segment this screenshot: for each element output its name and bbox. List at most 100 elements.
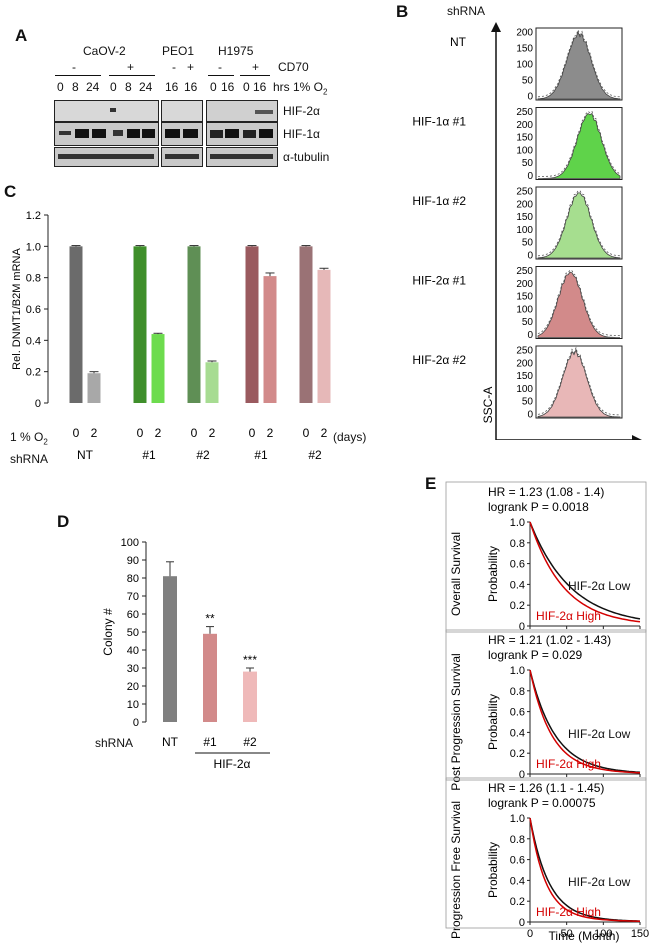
e-y-tick-label: 0 — [519, 769, 525, 781]
e-y-tick-label: 0.6 — [510, 855, 525, 867]
d-category-label: NT — [162, 735, 179, 749]
flow-tick-label: 100 — [516, 384, 533, 395]
time-label: 0 — [243, 80, 250, 94]
c-bar — [299, 246, 313, 403]
time-label: 16 — [184, 80, 198, 94]
e-y-tick-label: 0.6 — [510, 707, 525, 719]
flow-row-label: HIF-1α #1 — [412, 115, 466, 129]
flow-row-label: HIF-2α #2 — [412, 353, 466, 367]
flow-histogram-outline — [537, 269, 620, 336]
c-bar — [87, 373, 101, 403]
flow-tick-label: 150 — [516, 292, 533, 303]
panel-e-km-plots: HR = 1.23 (1.08 - 1.4)logrank P = 0.0018… — [445, 481, 649, 943]
flow-row-label: HIF-1α #2 — [412, 194, 466, 208]
c-group-label: NT — [77, 448, 94, 460]
d-significance: ** — [205, 612, 215, 626]
e-y-tick-label: 0.8 — [510, 834, 525, 846]
time-label: 0 — [110, 80, 117, 94]
blot-caov2-hif1 — [54, 122, 159, 146]
flow-row-label: HIF-2α #1 — [412, 274, 466, 288]
flow-tick-label: 0 — [527, 92, 533, 103]
c-group-label: #2 — [308, 448, 322, 460]
e-p-text: logrank P = 0.029 — [488, 648, 583, 662]
d-y-tick-label: 80 — [127, 573, 139, 585]
blot-band — [142, 129, 155, 138]
flow-tick-label: 150 — [516, 371, 533, 382]
panel-d-chart: 0 10 20 30 40 50 60 70 80 90 100 Colony # NT ** #1 *** #… — [101, 537, 270, 771]
flow-tick-label: 0 — [527, 330, 533, 341]
e-y-tick-label: 0.4 — [510, 579, 525, 591]
cd70-sign: - — [172, 60, 176, 74]
c-y-tick-label: 0.8 — [26, 273, 41, 285]
d-significance: *** — [243, 653, 257, 667]
underline — [55, 75, 101, 76]
flow-tick-label: 0 — [527, 171, 533, 182]
c-day-label: 2 — [321, 426, 328, 440]
e-y-tick-label: 0.8 — [510, 686, 525, 698]
blot-caov2-hif2 — [54, 100, 159, 122]
e-x-axis-label: Time (Month) — [549, 929, 620, 943]
blot-label-tubulin: α-tubulin — [283, 150, 330, 164]
c-day-label: 0 — [191, 426, 198, 440]
blot-peo1-hif2 — [161, 100, 203, 122]
e-y-tick-label: 0.8 — [510, 538, 525, 550]
e-x-tick-label: 150 — [631, 928, 649, 940]
flow-histogram-outline — [537, 346, 620, 416]
d-y-tick-label: 20 — [127, 681, 139, 693]
flow-cytometry-panel: SSC-ACD70NT200150100500HIF-1α #125020015… — [412, 22, 642, 440]
c-y-tick-label: 0.2 — [26, 367, 41, 379]
e-curve-low — [529, 521, 641, 620]
blot-peo1-tubulin — [161, 147, 203, 167]
e-y-axis-label: Probability — [486, 842, 500, 898]
cd70-sign: - — [72, 60, 76, 74]
d-y-tick-label: 50 — [127, 627, 139, 639]
e-high-label: HIF-2α High — [536, 609, 601, 623]
flow-histogram — [538, 112, 621, 179]
blot-h1975-tubulin — [206, 147, 278, 167]
flow-histogram — [537, 30, 621, 100]
blot-band — [210, 154, 273, 159]
flow-tick-label: 200 — [516, 199, 533, 210]
flow-tick-label: 150 — [516, 212, 533, 223]
blot-band — [165, 129, 180, 138]
d-y-tick-label: 0 — [133, 717, 139, 729]
blot-band — [210, 130, 223, 138]
ssc-axis-arrow — [491, 22, 501, 32]
d-y-tick-label: 40 — [127, 645, 139, 657]
e-plot-frame — [445, 777, 647, 929]
blot-label-hif1: HIF-1α — [283, 127, 320, 141]
underline — [240, 75, 270, 76]
e-y-axis-label: Probability — [486, 546, 500, 602]
e-curve-low — [529, 669, 641, 774]
shrna-label-d: shRNA — [95, 736, 134, 750]
blot-band — [165, 154, 199, 159]
blot-band — [92, 129, 106, 138]
c-day-label: 2 — [267, 426, 274, 440]
c-day-label: 0 — [73, 426, 80, 440]
c-day-label: 0 — [249, 426, 256, 440]
blot-band — [110, 108, 116, 112]
d-y-tick-label: 90 — [127, 555, 139, 567]
blot-caov2-tubulin — [54, 147, 159, 167]
underline — [208, 75, 234, 76]
e-high-label: HIF-2α High — [536, 757, 601, 771]
e-plot-frame — [445, 481, 647, 633]
e-x-tick-label: 0 — [527, 928, 533, 940]
flow-row-label: NT — [450, 35, 467, 49]
panel-a-letter: A — [15, 26, 28, 45]
e-p-text: logrank P = 0.0018 — [488, 500, 589, 514]
flow-tick-label: 250 — [516, 346, 533, 357]
cell-line-h1975: H1975 — [218, 44, 254, 58]
flow-histogram — [537, 271, 620, 338]
e-y-tick-label: 0.2 — [510, 600, 525, 612]
e-plot-frame — [445, 629, 647, 781]
flow-tick-label: 150 — [516, 133, 533, 144]
flow-tick-label: 50 — [522, 238, 534, 249]
c-day-label: 0 — [137, 426, 144, 440]
flow-tick-label: 150 — [516, 44, 533, 55]
e-side-label: Progression Free Survival — [449, 801, 463, 939]
e-y-axis-label: Probability — [486, 694, 500, 750]
cd70-sign: + — [187, 60, 195, 74]
d-bar — [203, 633, 217, 722]
